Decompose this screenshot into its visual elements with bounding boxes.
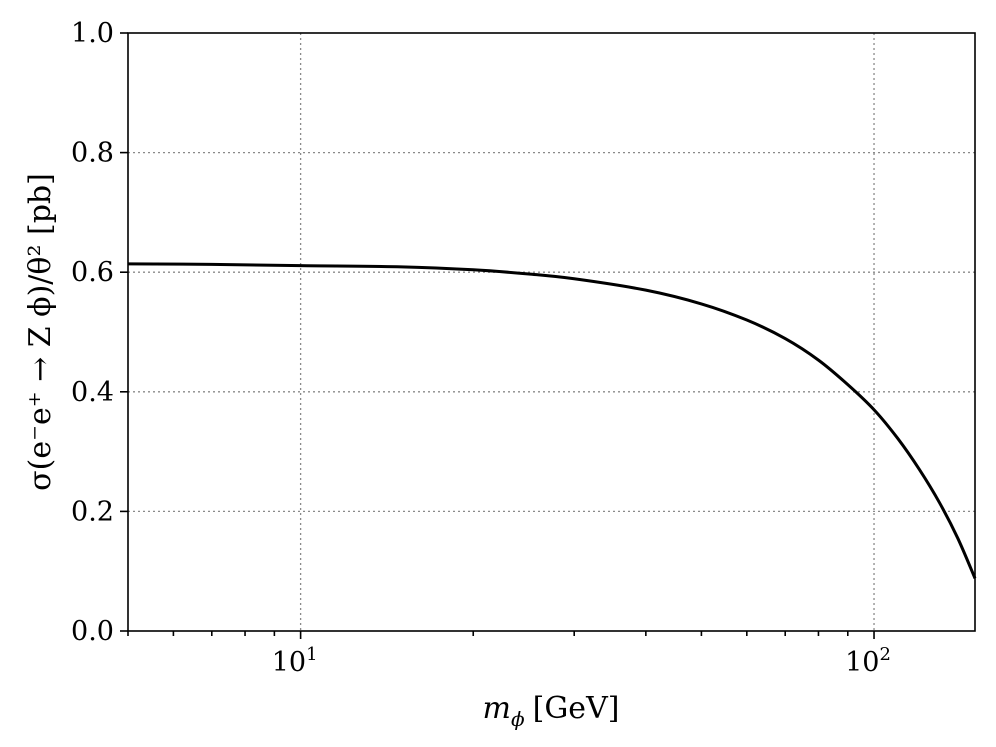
x-axis-label-sub: ϕ [511, 707, 525, 731]
y-tick-label: 1.0 [71, 18, 114, 49]
x-axis-label: mϕ [GeV] [483, 691, 620, 731]
tick-labels: 0.0 0.2 0.4 0.6 0.8 1.0 101 102 [71, 18, 891, 678]
y-tick-label: 0.8 [71, 138, 114, 169]
series-line [127, 262, 977, 579]
y-tick-label: 0.6 [71, 257, 114, 288]
y-tick-label: 0.4 [71, 377, 114, 408]
x-tick-label: 102 [845, 644, 891, 678]
x-axis-label-unit: [GeV] [533, 691, 620, 726]
ticks [120, 32, 875, 639]
x-axis-label-main: m [483, 691, 511, 726]
y-tick-label: 0.0 [71, 616, 114, 647]
grid [128, 33, 975, 631]
y-axis-label: σ(e⁻e⁺ → Z ϕ)/θ² [pb] [23, 173, 58, 491]
y-tick-label: 0.2 [71, 496, 114, 527]
plot-frame [127, 32, 976, 632]
x-tick-label: 101 [272, 644, 318, 678]
